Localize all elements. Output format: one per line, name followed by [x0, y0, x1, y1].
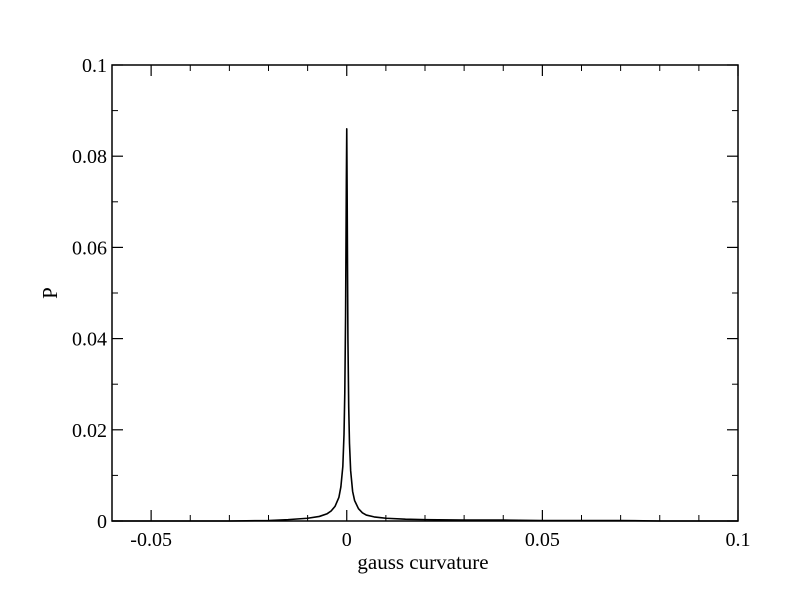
- x-tick-label: 0.1: [726, 529, 751, 551]
- y-tick-label: 0.04: [72, 329, 107, 351]
- y-tick-label: 0.06: [72, 237, 107, 259]
- y-tick-labels: 0 0.02 0.04 0.06 0.08 0.1: [72, 55, 107, 533]
- x-tick-label: -0.05: [130, 529, 172, 551]
- series-line: [112, 128, 738, 522]
- x-tick-label: 0.05: [525, 529, 560, 551]
- x-tick-label: 0: [342, 529, 352, 551]
- y-tick-label: 0: [97, 511, 107, 533]
- y-tick-label: 0.1: [82, 55, 107, 77]
- x-tick-labels: -0.05 0 0.05 0.1: [130, 529, 750, 551]
- y-axis-label: P: [38, 287, 62, 299]
- minor-ticks: [111, 65, 738, 521]
- y-tick-label: 0.08: [72, 146, 107, 168]
- y-tick-label: 0.02: [72, 420, 107, 442]
- x-axis-label: gauss curvature: [357, 550, 488, 574]
- plot-frame: [111, 64, 739, 522]
- major-ticks: [112, 64, 739, 522]
